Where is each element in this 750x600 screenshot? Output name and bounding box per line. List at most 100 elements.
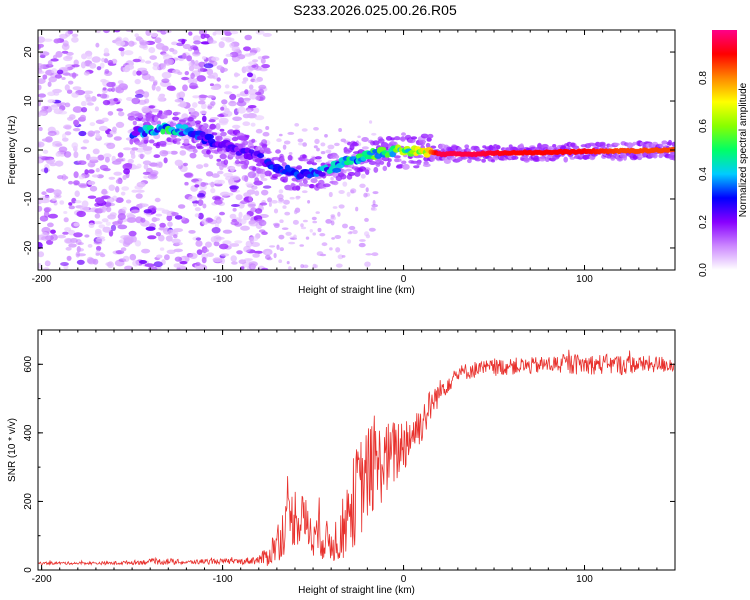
noise-blob (68, 229, 76, 236)
noise-blob (194, 60, 199, 66)
ridge-halo (236, 132, 245, 137)
ridge-halo (311, 162, 318, 166)
ridge-halo (416, 161, 421, 166)
noise-blob (297, 138, 304, 143)
ridge-halo (302, 154, 307, 159)
noise-blob (41, 191, 47, 196)
noise-blob (88, 156, 99, 161)
noise-blob (102, 30, 111, 34)
ridge-halo (386, 161, 391, 168)
noise-blob (65, 31, 71, 37)
noise-blob (330, 214, 336, 218)
noise-blob (38, 141, 45, 148)
noise-blob (47, 60, 53, 67)
noise-blob (38, 70, 45, 74)
noise-blob (165, 235, 173, 242)
noise-blob (89, 185, 98, 192)
noise-blob (152, 62, 159, 67)
noise-blob (360, 173, 366, 179)
noise-blob (338, 204, 345, 209)
noise-blob (188, 31, 193, 36)
ridge-halo (340, 173, 347, 180)
noise-blob (268, 202, 272, 207)
ridge-halo (443, 158, 451, 164)
noise-blob (97, 154, 105, 161)
noise-blob (91, 56, 101, 63)
noise-blob (301, 190, 308, 194)
ridge-halo (419, 140, 427, 144)
noise-blob (72, 128, 81, 132)
noise-blob (244, 175, 249, 183)
noise-blob (61, 77, 66, 80)
noise-blob (64, 125, 72, 130)
noise-blob (246, 189, 256, 195)
noise-blob (196, 164, 204, 170)
noise-blob (120, 247, 127, 252)
noise-blob (117, 224, 128, 230)
noise-blob (179, 150, 187, 156)
noise-blob (99, 93, 108, 99)
noise-blob (139, 260, 147, 264)
noise-blob (45, 260, 50, 266)
noise-blob (123, 147, 132, 151)
noise-blob (242, 77, 249, 82)
noise-blob (234, 240, 243, 244)
ridge-halo (220, 131, 227, 137)
ridge-halo (310, 178, 318, 184)
noise-blob (134, 93, 144, 98)
noise-blob (98, 224, 106, 229)
ridge-halo (361, 137, 369, 142)
noise-blob (160, 30, 167, 35)
noise-blob (132, 70, 137, 77)
noise-blob (261, 267, 269, 270)
noise-blob (69, 114, 76, 120)
noise-blob (200, 33, 206, 39)
noise-blob (224, 30, 231, 34)
noise-blob (138, 153, 146, 159)
noise-blob (284, 211, 291, 216)
noise-blob (71, 33, 79, 38)
noise-blob (262, 185, 272, 189)
noise-blob (140, 41, 150, 45)
noise-blob (288, 266, 292, 270)
noise-blob (181, 135, 191, 141)
noise-blob (125, 97, 133, 101)
ridge-halo (188, 145, 197, 150)
noise-blob (38, 158, 43, 164)
top-yaxis-label: Frequency (Hz) (7, 116, 18, 185)
noise-blob (59, 102, 67, 106)
ridge-halo (242, 140, 249, 146)
top-ytick-label: 20 (23, 46, 34, 58)
noise-blob (72, 106, 83, 113)
noise-blob (171, 238, 181, 244)
noise-blob (337, 254, 344, 260)
noise-blob (231, 85, 239, 89)
noise-blob (262, 32, 272, 37)
bottom-xtick-label: 0 (401, 574, 407, 585)
noise-blob (122, 175, 127, 180)
noise-blob (211, 56, 220, 62)
noise-blob (317, 227, 322, 233)
noise-blob (73, 151, 79, 159)
ridge-halo (141, 118, 147, 123)
noise-blob (342, 181, 348, 187)
noise-blob (267, 197, 273, 203)
colorbar-tick-label: 0.2 (698, 215, 709, 229)
noise-blob (108, 176, 116, 180)
noise-blob (251, 242, 260, 247)
noise-blob (177, 204, 186, 209)
noise-blob (228, 192, 234, 196)
ridge-halo (402, 163, 410, 170)
noise-blob (61, 43, 70, 51)
noise-blob (182, 84, 188, 92)
ridge-halo (266, 150, 271, 154)
noise-blob (169, 47, 175, 52)
noise-blob (222, 240, 232, 245)
noise-blob (237, 106, 247, 114)
noise-blob (197, 100, 206, 105)
ridge-mark (423, 152, 431, 158)
noise-blob (150, 108, 161, 113)
noise-blob (191, 51, 201, 57)
noise-blob (305, 236, 310, 240)
noise-blob (38, 111, 42, 118)
